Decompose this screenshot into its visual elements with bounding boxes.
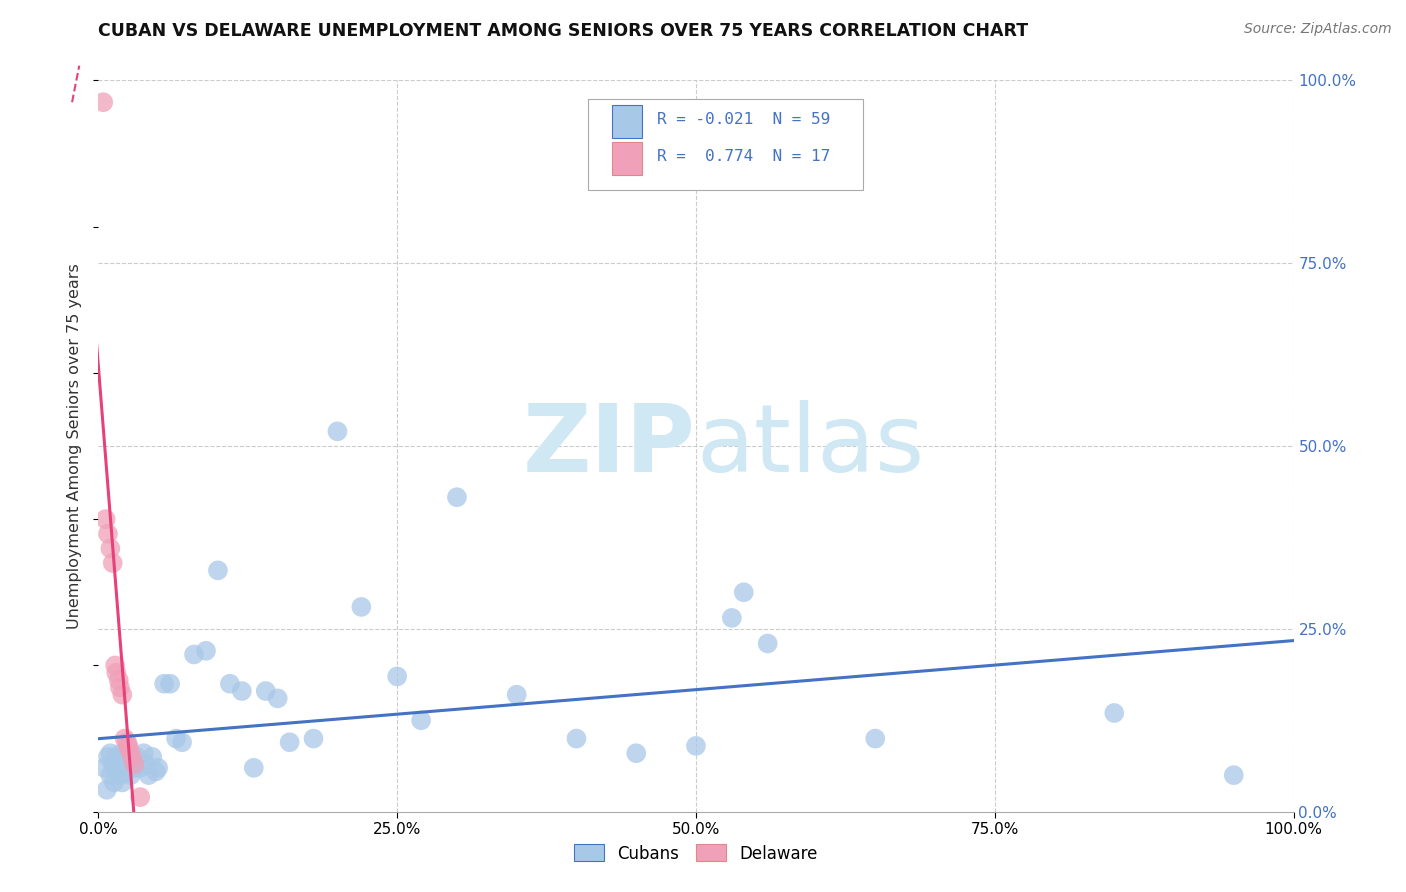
Point <box>326 425 349 439</box>
Point <box>104 658 127 673</box>
Point <box>117 739 139 753</box>
Text: Source: ZipAtlas.com: Source: ZipAtlas.com <box>1244 22 1392 37</box>
Point <box>98 541 122 556</box>
Point <box>117 761 139 775</box>
Point <box>117 746 139 760</box>
Point <box>107 754 129 768</box>
Point <box>115 764 138 779</box>
Point <box>207 563 229 577</box>
Point <box>626 746 648 760</box>
Point <box>685 739 707 753</box>
Point <box>101 556 124 570</box>
Point <box>125 749 148 764</box>
Point <box>114 754 136 768</box>
Point <box>194 644 218 658</box>
Point <box>135 757 157 772</box>
Point <box>145 764 167 779</box>
Point <box>721 611 744 625</box>
Point <box>105 764 128 779</box>
Point <box>756 636 779 650</box>
Point <box>98 746 122 760</box>
Point <box>111 688 134 702</box>
Legend: Cubans, Delaware: Cubans, Delaware <box>568 838 824 869</box>
Bar <box>613 104 643 137</box>
Point <box>108 768 131 782</box>
Point <box>1102 706 1125 720</box>
Point <box>153 676 176 690</box>
Point <box>254 684 277 698</box>
Point <box>94 512 117 526</box>
Point <box>129 790 152 805</box>
Point <box>124 761 146 775</box>
Point <box>105 665 128 680</box>
Point <box>1222 768 1246 782</box>
Point <box>183 648 205 662</box>
Point <box>96 782 118 797</box>
Point <box>446 490 468 504</box>
Point <box>97 526 120 541</box>
Point <box>302 731 325 746</box>
Point <box>148 761 170 775</box>
Point <box>120 768 142 782</box>
Point <box>107 673 129 687</box>
Point <box>129 761 152 775</box>
Point <box>115 735 138 749</box>
Point <box>103 775 125 789</box>
Point <box>565 731 588 746</box>
Point <box>121 754 143 768</box>
Point <box>165 731 187 746</box>
Point <box>231 684 253 698</box>
Point <box>118 742 141 756</box>
Point <box>111 761 134 775</box>
Point <box>124 757 146 772</box>
Point <box>101 757 124 772</box>
Bar <box>613 143 643 176</box>
Text: R =  0.774  N = 17: R = 0.774 N = 17 <box>657 149 830 164</box>
Point <box>105 749 128 764</box>
Point <box>172 735 194 749</box>
Point <box>141 749 163 764</box>
Point <box>111 775 134 789</box>
Point <box>350 599 373 614</box>
Text: atlas: atlas <box>696 400 924 492</box>
Point <box>114 731 136 746</box>
Point <box>138 768 160 782</box>
Point <box>863 731 887 746</box>
Point <box>108 681 131 695</box>
Point <box>93 761 115 775</box>
Point <box>121 749 143 764</box>
Point <box>159 676 181 690</box>
Text: ZIP: ZIP <box>523 400 696 492</box>
Point <box>411 714 433 728</box>
Point <box>107 761 129 775</box>
Point <box>385 669 409 683</box>
Point <box>278 735 301 749</box>
Point <box>506 688 529 702</box>
Text: R = -0.021  N = 59: R = -0.021 N = 59 <box>657 112 830 127</box>
Point <box>243 761 266 775</box>
Point <box>132 746 155 760</box>
Point <box>219 676 242 690</box>
Point <box>110 746 132 760</box>
FancyBboxPatch shape <box>588 99 863 190</box>
Text: CUBAN VS DELAWARE UNEMPLOYMENT AMONG SENIORS OVER 75 YEARS CORRELATION CHART: CUBAN VS DELAWARE UNEMPLOYMENT AMONG SEN… <box>98 22 1029 40</box>
Point <box>733 585 755 599</box>
Point <box>97 749 120 764</box>
Point <box>91 95 114 110</box>
Y-axis label: Unemployment Among Seniors over 75 years: Unemployment Among Seniors over 75 years <box>67 263 83 629</box>
Point <box>267 691 290 706</box>
Point <box>98 768 122 782</box>
